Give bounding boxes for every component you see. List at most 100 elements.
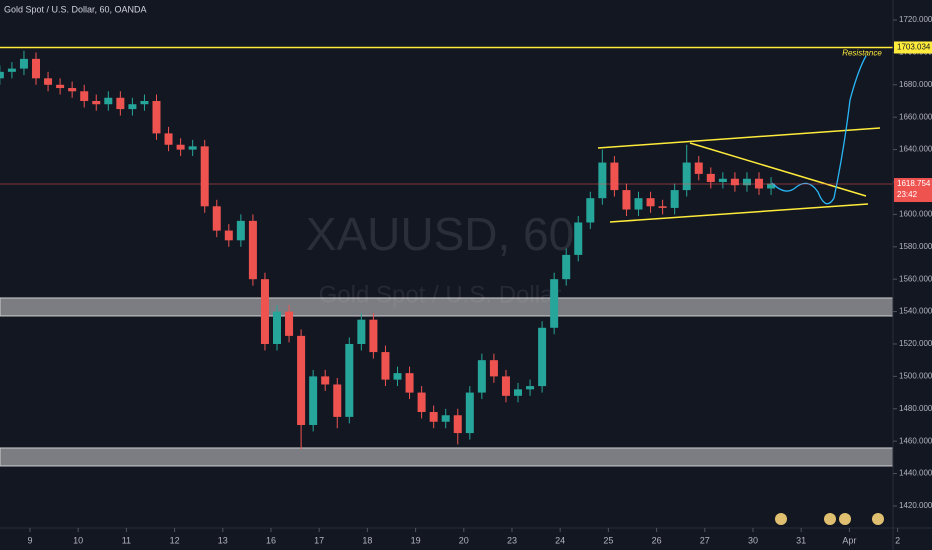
y-tick-label: 1420.000 xyxy=(899,501,932,510)
candle-body xyxy=(116,97,125,110)
x-tick-label: 10 xyxy=(73,535,83,545)
candle-body xyxy=(381,352,390,380)
x-tick-label: 17 xyxy=(314,535,324,545)
x-tick-label: 11 xyxy=(122,535,131,545)
candle-body xyxy=(477,360,486,393)
candle-body xyxy=(0,71,4,79)
x-tick-label: 30 xyxy=(748,535,758,545)
x-tick-label: 31 xyxy=(796,535,806,545)
candle-body xyxy=(273,311,282,344)
x-tick-label: 12 xyxy=(170,535,180,545)
y-tick-label: 1460.000 xyxy=(899,436,932,445)
x-tick-label: 24 xyxy=(555,535,565,545)
chart-title: Gold Spot / U.S. Dollar, 60, OANDA xyxy=(4,4,147,14)
candle-body xyxy=(44,78,53,85)
axes: 1420.000 1440.000 1460.000 1480.000 1500.000… xyxy=(27,15,932,545)
candle-body xyxy=(309,376,318,425)
candle-body xyxy=(248,220,257,280)
x-tick-label: 16 xyxy=(266,535,276,545)
last-price-box xyxy=(894,178,932,203)
icon xyxy=(775,513,787,525)
y-tick-label: 1640.000 xyxy=(899,145,932,154)
candle-body xyxy=(32,58,41,79)
candle-body xyxy=(164,133,173,145)
y-tick-label: 1520.000 xyxy=(899,339,932,348)
resistance-label-box xyxy=(894,41,932,54)
countdown: 23:42 xyxy=(897,190,918,199)
candle-body xyxy=(417,392,426,413)
y-tick-label: 1680.000 xyxy=(899,80,932,89)
candle-body xyxy=(260,279,269,344)
y-tick-label: 1560.000 xyxy=(899,274,932,283)
candle-body xyxy=(68,88,77,92)
candles xyxy=(0,50,776,450)
candle-body xyxy=(538,327,547,387)
candle-body xyxy=(562,254,571,280)
x-tick-label: 26 xyxy=(652,535,662,545)
candle-body xyxy=(718,178,727,182)
candle-body xyxy=(405,373,414,393)
x-tick-label: 2 xyxy=(895,535,900,545)
candle-body xyxy=(646,198,655,207)
candle-body xyxy=(767,183,776,189)
x-tick-label: 25 xyxy=(603,535,613,545)
candle-body xyxy=(501,376,510,396)
candle-body xyxy=(465,392,474,434)
y-tick-label: 1540.000 xyxy=(899,307,932,316)
candle-body xyxy=(140,100,149,105)
candle-body xyxy=(670,190,679,208)
candle-body xyxy=(357,319,366,344)
candle-body xyxy=(634,198,643,210)
projection-path xyxy=(771,55,867,205)
candle-body xyxy=(453,415,462,434)
x-tick-label: 27 xyxy=(700,535,710,545)
candle-body xyxy=(212,206,221,231)
x-tick-label: 13 xyxy=(218,535,228,545)
candle-body xyxy=(622,190,631,210)
candle-body xyxy=(104,97,113,105)
candle-body xyxy=(730,178,739,186)
x-tick-label: 18 xyxy=(362,535,372,545)
candle-body xyxy=(333,384,342,417)
candle-body xyxy=(441,415,450,422)
resistance-label: 1703.034 xyxy=(897,43,931,52)
zone xyxy=(0,447,893,467)
icon xyxy=(839,513,851,525)
channel-upper xyxy=(597,127,881,149)
zones xyxy=(0,297,893,467)
channel-lower xyxy=(609,203,869,223)
candle-body xyxy=(514,389,523,396)
candle-body xyxy=(152,100,161,134)
candle-body xyxy=(526,386,535,390)
candle-body xyxy=(393,373,402,380)
levels: Resistance xyxy=(0,46,893,185)
candle-body xyxy=(56,84,65,89)
candle-body xyxy=(321,376,330,385)
candle-body xyxy=(694,162,703,174)
candle-body xyxy=(706,173,715,182)
candle-body xyxy=(755,178,764,189)
candle-body xyxy=(285,311,294,336)
y-tick-label: 1440.000 xyxy=(899,469,932,478)
y-tick-label: 1580.000 xyxy=(899,242,932,251)
candle-body xyxy=(176,144,185,150)
candle-body xyxy=(682,162,691,191)
candle-body xyxy=(92,100,101,105)
y-tick-label: 1660.000 xyxy=(899,112,932,121)
candle-body xyxy=(188,146,197,150)
last-price-label: 1618.754 xyxy=(897,179,931,188)
icon xyxy=(824,513,836,525)
x-tick-label: 9 xyxy=(27,535,32,545)
candle-body xyxy=(574,222,583,255)
candle-body xyxy=(19,58,28,69)
candle-body xyxy=(200,146,209,207)
zone xyxy=(0,297,893,317)
candle-body xyxy=(489,360,498,377)
y-tick-label: 1720.000 xyxy=(899,15,932,24)
x-tick-label: 23 xyxy=(507,535,517,545)
candle-body xyxy=(550,279,559,328)
y-tick-label: 1500.000 xyxy=(899,371,932,380)
